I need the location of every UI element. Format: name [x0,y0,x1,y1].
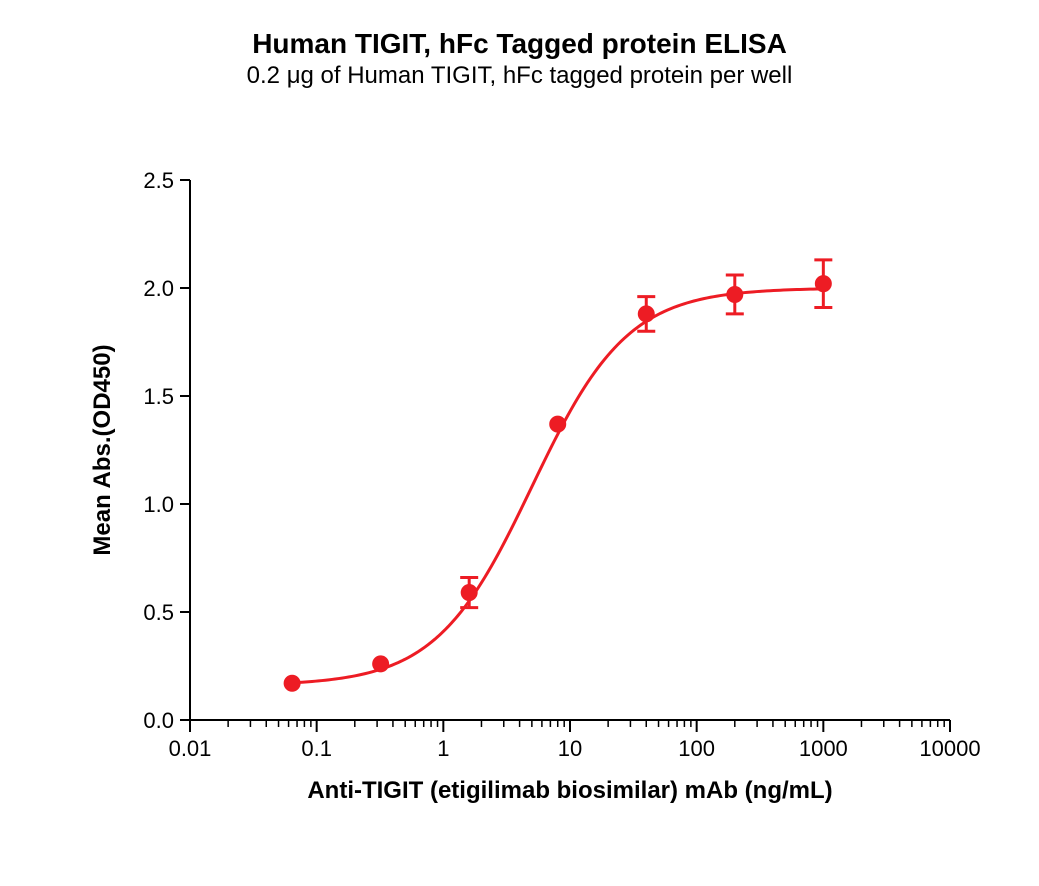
x-tick-label: 0.1 [301,736,332,761]
y-axis-title: Mean Abs.(OD450) [89,344,116,555]
data-point [550,416,566,432]
data-point [284,675,300,691]
x-tick-label: 0.01 [169,736,212,761]
y-tick-label: 1.0 [143,492,174,517]
chart-subtitle: 0.2 μg of Human TIGIT, hFc tagged protei… [0,62,1039,90]
x-tick-label: 10 [558,736,582,761]
data-point [461,585,477,601]
data-point [727,286,743,302]
x-axis-title: Anti-TIGIT (etigilimab biosimilar) mAb (… [307,777,832,804]
data-point [373,656,389,672]
x-tick-label: 100 [678,736,715,761]
y-tick-label: 0.5 [143,600,174,625]
plot-svg: 0.0 0.5 1.0 1.5 2.0 2.5 0.01 0.1 1 10 100 1000 10000… [0,0,1039,886]
title-block: Human TIGIT, hFc Tagged protein ELISA 0.… [0,28,1039,90]
chart-title: Human TIGIT, hFc Tagged protein ELISA [0,28,1039,60]
y-tick-label: 2.5 [143,168,174,193]
x-tick-label: 1000 [799,736,848,761]
y-tick-label: 1.5 [143,384,174,409]
y-tick-label: 0.0 [143,708,174,733]
data-point [815,276,831,292]
y-tick-label: 2.0 [143,276,174,301]
fit-curve [292,289,823,683]
chart-container: Human TIGIT, hFc Tagged protein ELISA 0.… [0,0,1039,886]
x-tick-label: 10000 [919,736,980,761]
data-point [638,306,654,322]
x-tick-label: 1 [437,736,449,761]
